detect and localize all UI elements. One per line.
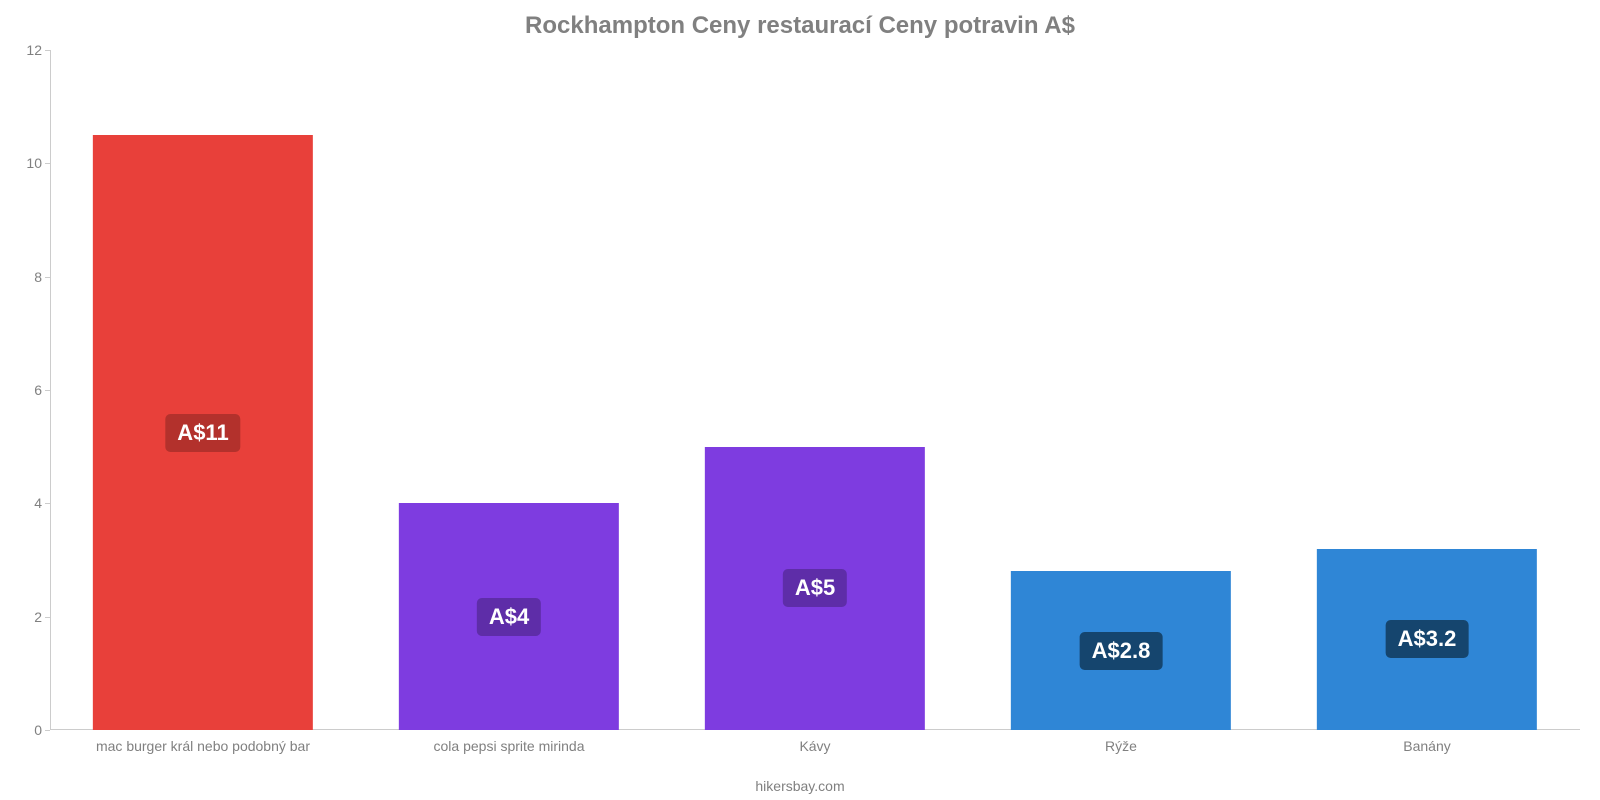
chart-footer: hikersbay.com	[0, 778, 1600, 794]
y-tick-label: 12	[26, 42, 42, 58]
bar-slot: A$4cola pepsi sprite mirinda	[356, 50, 662, 730]
bar-value-label: A$2.8	[1080, 632, 1163, 670]
bar-slot: A$5Kávy	[662, 50, 968, 730]
y-tick-mark	[45, 617, 50, 618]
y-tick-mark	[45, 163, 50, 164]
x-category-label: cola pepsi sprite mirinda	[434, 738, 585, 754]
y-tick-label: 6	[34, 382, 42, 398]
bar-value-label: A$11	[165, 414, 240, 452]
chart-title: Rockhampton Ceny restaurací Ceny potravi…	[0, 12, 1600, 40]
bar-value-label: A$4	[477, 598, 541, 636]
x-category-label: Kávy	[799, 738, 830, 754]
y-tick-mark	[45, 730, 50, 731]
y-tick-label: 8	[34, 269, 42, 285]
bar-value-label: A$3.2	[1386, 620, 1469, 658]
bar-slot: A$11mac burger král nebo podobný bar	[50, 50, 356, 730]
bar-slot: A$2.8Rýže	[968, 50, 1274, 730]
chart-container: Rockhampton Ceny restaurací Ceny potravi…	[0, 0, 1600, 800]
bar-slot: A$3.2Banány	[1274, 50, 1580, 730]
x-category-label: mac burger král nebo podobný bar	[96, 738, 310, 754]
y-tick-mark	[45, 50, 50, 51]
y-tick-label: 0	[34, 722, 42, 738]
plot-area: A$11mac burger král nebo podobný barA$4c…	[50, 50, 1580, 730]
bar-value-label: A$5	[783, 569, 847, 607]
y-tick-mark	[45, 277, 50, 278]
y-tick-label: 10	[26, 155, 42, 171]
bars-layer: A$11mac burger král nebo podobný barA$4c…	[50, 50, 1580, 730]
y-tick-mark	[45, 390, 50, 391]
x-category-label: Banány	[1403, 738, 1450, 754]
x-category-label: Rýže	[1105, 738, 1137, 754]
y-tick-label: 2	[34, 609, 42, 625]
y-tick-label: 4	[34, 495, 42, 511]
y-tick-mark	[45, 503, 50, 504]
